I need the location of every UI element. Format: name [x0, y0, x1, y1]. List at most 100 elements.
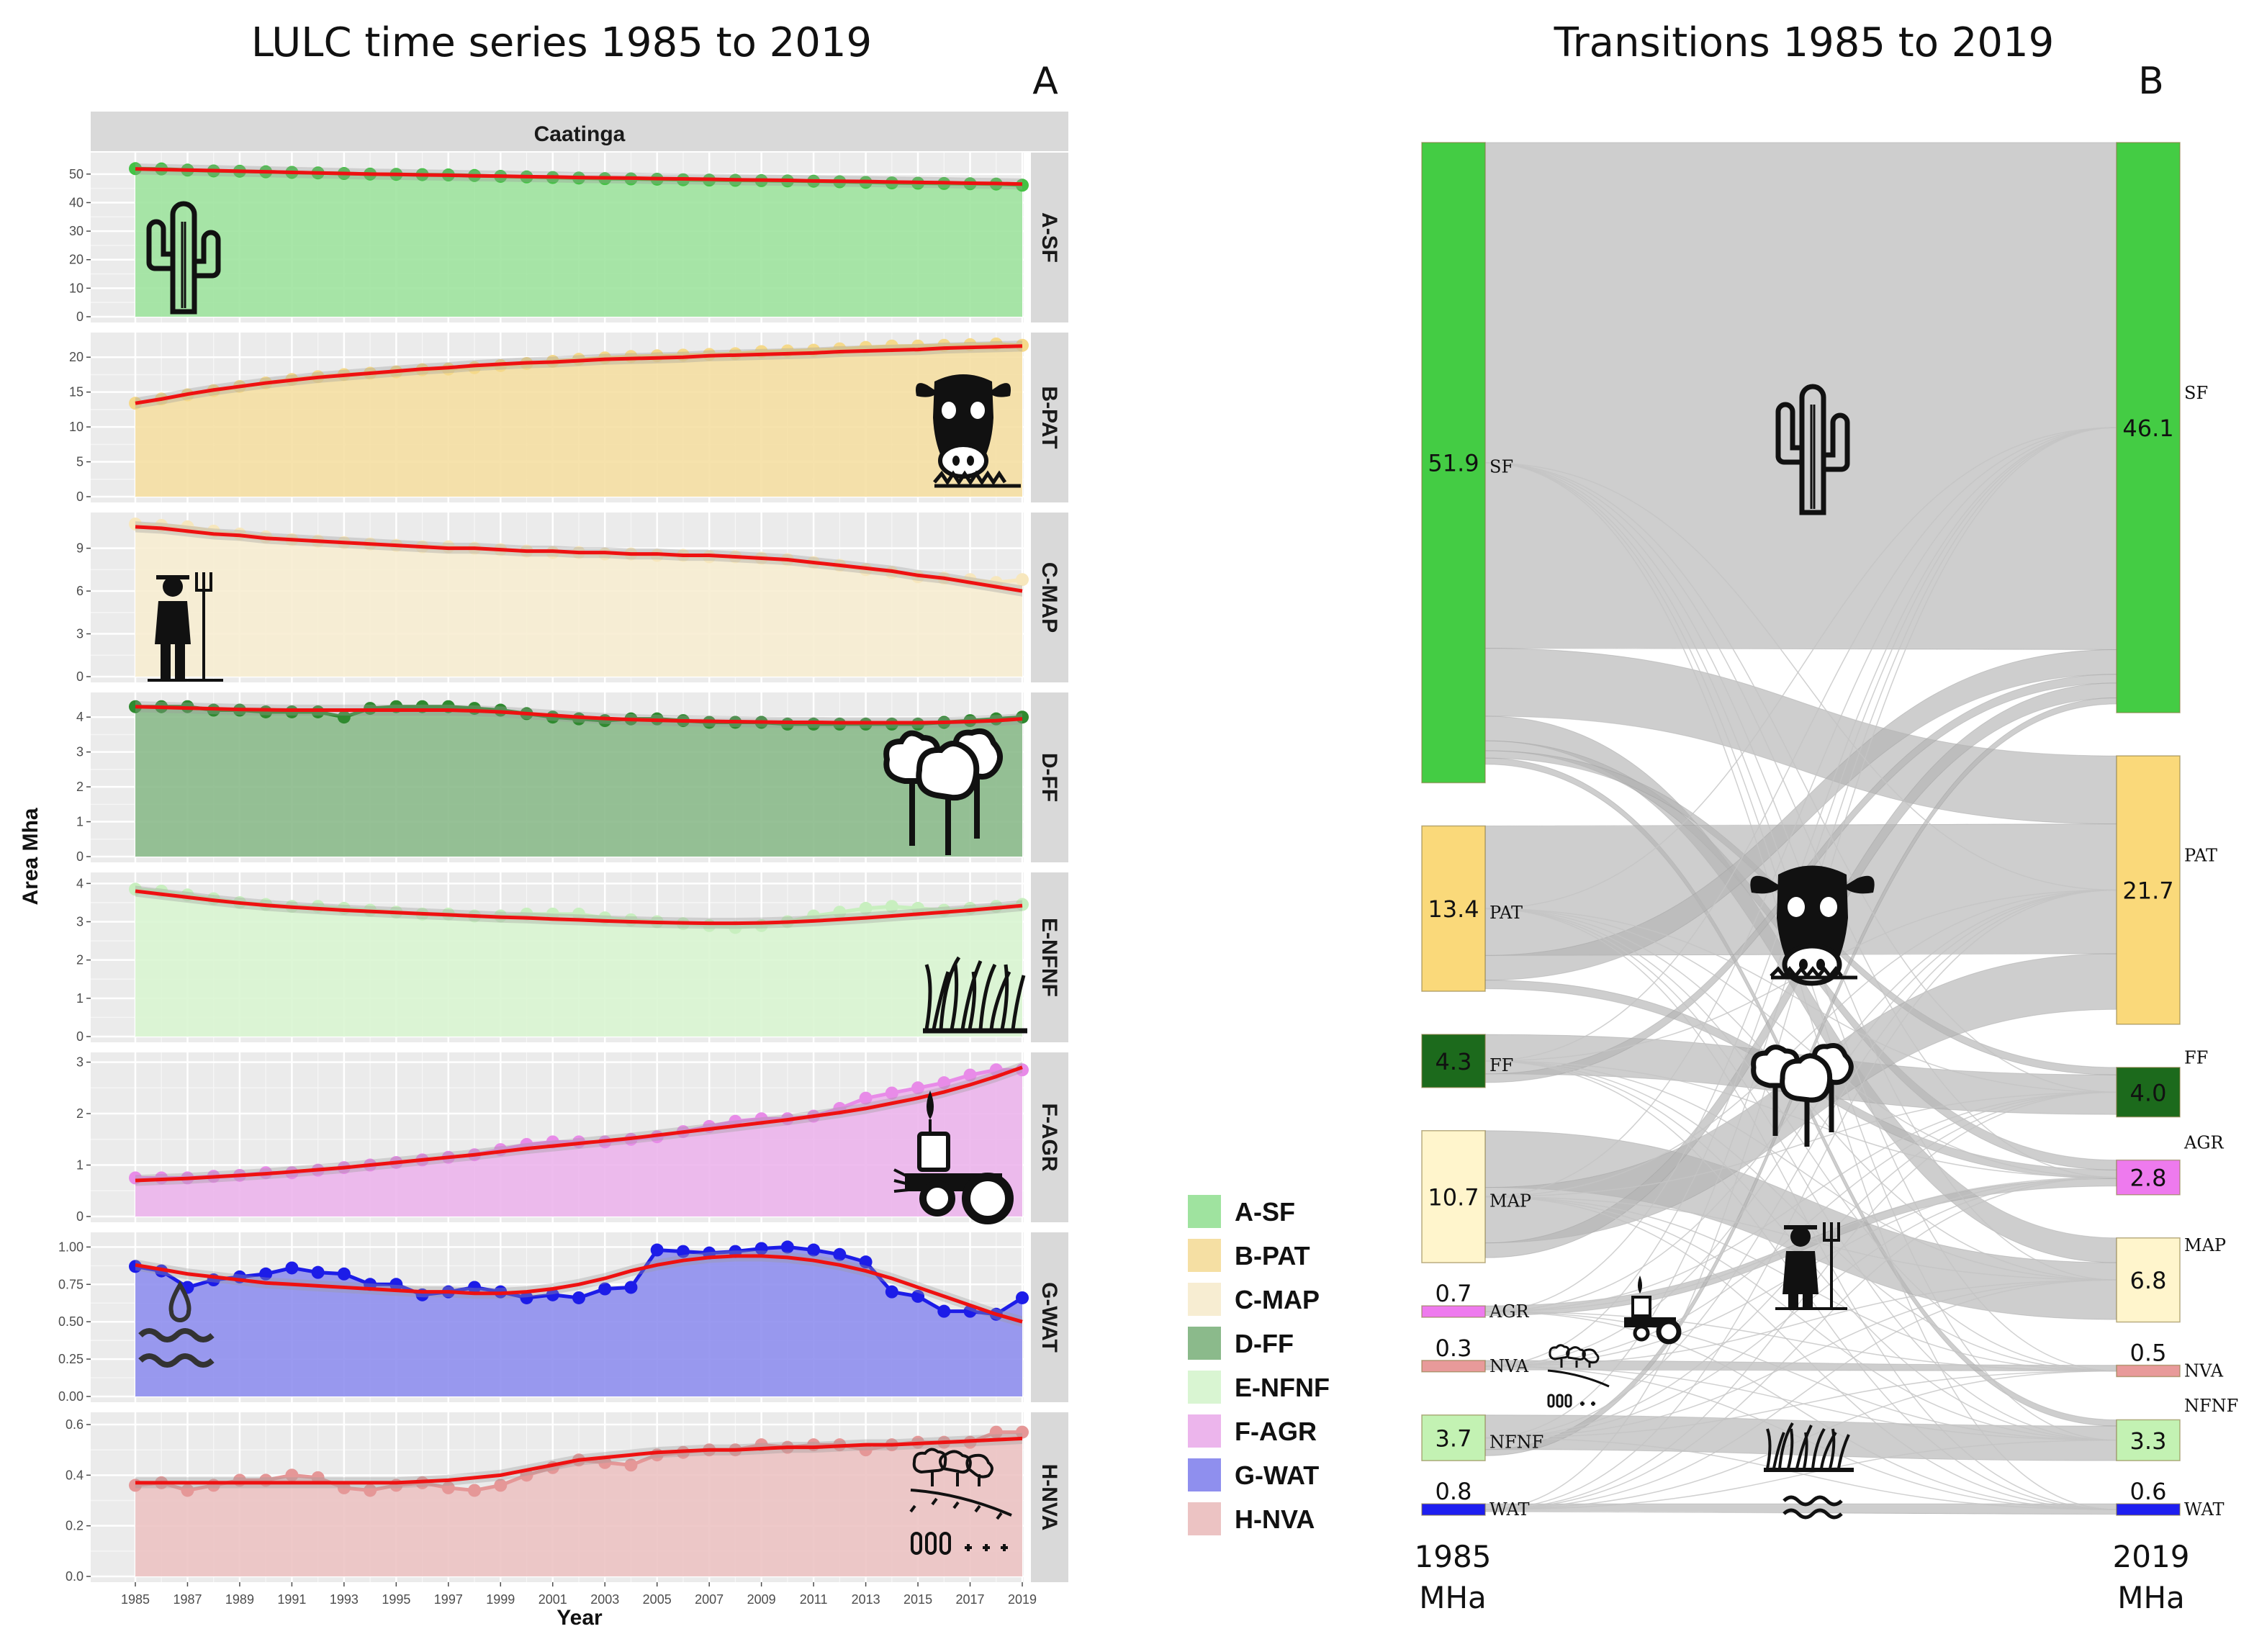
node-bar [2116, 1159, 2181, 1196]
trees-icon [883, 728, 1003, 855]
data-point [754, 1242, 768, 1255]
minor-flow [1484, 1060, 2117, 1441]
node-right-pat: 21.7 PAT [2116, 755, 2217, 1025]
data-point [1016, 573, 1029, 587]
x-tick-label: 2011 [800, 1592, 828, 1607]
node-bar [2116, 142, 2181, 713]
cow-icon [916, 374, 1021, 488]
node-label: WAT [1489, 1499, 1530, 1520]
data-point [441, 1481, 455, 1494]
node-left-ff: 4.3 FF [1421, 1034, 1513, 1088]
y-tick-label: 0.75 [58, 1277, 84, 1291]
node-value: 0.6 [2130, 1478, 2167, 1505]
node-left-map: 10.7 MAP [1421, 1130, 1531, 1263]
x-axis-label: Year [556, 1606, 603, 1630]
node-bar [1421, 142, 1486, 784]
node-value: 0.5 [2130, 1340, 2167, 1367]
node-label: SF [1489, 457, 1513, 477]
y-tick-label: 0.0 [66, 1569, 84, 1584]
x-tick-label: 2003 [590, 1592, 619, 1607]
trend-line-d-ff [135, 705, 1023, 725]
minor-flow [1484, 1311, 2117, 1441]
y-tick-label: 15 [69, 385, 84, 400]
data-point [311, 1471, 325, 1484]
water-icon [138, 1281, 215, 1368]
facet-side-strip [1031, 1232, 1068, 1402]
y-tick-label: 20 [69, 253, 84, 267]
minor-flow [1484, 1279, 2117, 1510]
node-value: 3.3 [2130, 1427, 2167, 1455]
node-bar [1421, 1360, 1486, 1373]
data-point [859, 1091, 873, 1105]
facet-e-nfnf: 0 1 2 3 4 E-NFNF [76, 872, 1068, 1044]
y-tick-label: 0 [76, 310, 84, 324]
y-tick-label: 6 [76, 584, 84, 598]
data-point [624, 1458, 638, 1472]
node-label: PAT [1489, 903, 1523, 923]
y-tick-label: 0 [76, 1209, 84, 1224]
y-tick-label: 2 [76, 953, 84, 967]
data-point [468, 1484, 482, 1497]
node-bar [2116, 755, 2181, 1025]
trend-line-a-sf [135, 167, 1023, 186]
y-tick-label: 10 [69, 420, 84, 434]
minor-flow [1484, 427, 2117, 909]
node-value: 51.9 [1428, 450, 1479, 477]
minor-flow [1484, 908, 2117, 1372]
node-bar [1421, 1414, 1486, 1461]
y-tick-label: 0 [76, 489, 84, 504]
facet-side-strip [1031, 513, 1068, 682]
trees-icon [1751, 1043, 1854, 1147]
y-tick-label: 5 [76, 455, 84, 469]
legend-label: D-FF [1235, 1329, 1294, 1358]
legend-label: H-NVA [1235, 1504, 1315, 1534]
node-label: NVA [2184, 1361, 2224, 1381]
facet-label: F-AGR [1037, 1103, 1061, 1172]
y-tick-label: 40 [69, 195, 84, 209]
minor-flow [1484, 1279, 2117, 1439]
data-point [494, 1479, 508, 1492]
node-bar [2116, 1237, 2181, 1323]
node-bar [2116, 1067, 2181, 1118]
x-tick-label: 1995 [382, 1592, 410, 1607]
minor-flow [1484, 889, 2117, 1510]
trend-line-b-pat [135, 344, 1023, 405]
data-point [885, 1086, 898, 1100]
y-tick-label: 0 [76, 849, 84, 864]
y-tick-label: 3 [76, 627, 84, 641]
facet-label: G-WAT [1037, 1282, 1061, 1353]
facet-g-wat: 0.00 0.25 0.50 0.75 1.00 G-WAT [58, 1232, 1068, 1404]
cactus-icon [1775, 384, 1850, 515]
minor-flow [1484, 1091, 2117, 1510]
data-point [911, 901, 925, 915]
legend-swatch [1188, 1502, 1221, 1535]
minor-flow [1484, 461, 2117, 1093]
data-point [572, 1291, 585, 1304]
legend-label: G-WAT [1235, 1461, 1319, 1490]
right-year-label: 2019 [2113, 1539, 2190, 1574]
flow-wat-to-wat [1484, 1503, 2117, 1515]
data-point [624, 1281, 638, 1294]
facet-h-nva: 0.0 0.2 0.4 0.6 H-NVA [66, 1412, 1068, 1584]
minor-flow [1484, 1440, 2117, 1510]
data-point [285, 1468, 299, 1482]
node-label: FF [2184, 1047, 2208, 1068]
trend-line-e-nfnf [135, 889, 1023, 926]
farmer-icon [148, 572, 223, 682]
right-unit-label: MHa [2117, 1580, 2185, 1615]
area-e-nfnf [135, 889, 1022, 1037]
time-series-panel: Caatinga 01020304050A-SF05101520B-PAT036… [19, 112, 1068, 1630]
legend-swatch [1188, 1239, 1221, 1272]
node-right-ff: 4.0 FF [2116, 1047, 2208, 1118]
grass-icon [923, 956, 1027, 1034]
x-tick-label: 2007 [695, 1592, 724, 1607]
facet-side-strip [1031, 333, 1068, 502]
node-right-nfnf: 3.3 NFNF [2116, 1396, 2238, 1461]
facet-label: B-PAT [1037, 386, 1061, 448]
node-right-agr: 2.8 AGR [2116, 1133, 2225, 1196]
y-tick-label: 0 [76, 1029, 84, 1044]
y-axis-label: Area Mha [19, 808, 42, 905]
data-point [963, 1068, 977, 1082]
x-tick-label: 2017 [956, 1592, 985, 1607]
